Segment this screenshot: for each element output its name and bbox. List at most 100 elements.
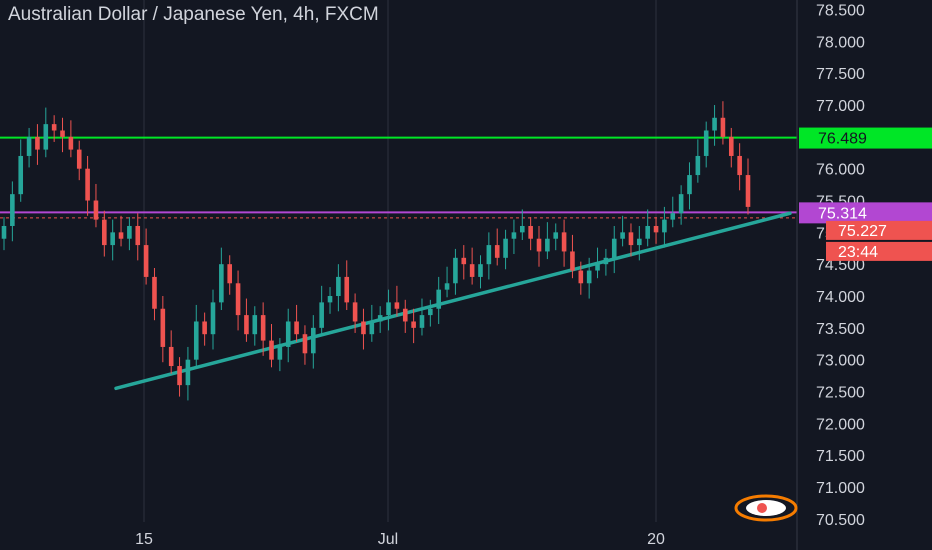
candle-body: [737, 155, 742, 176]
y-tick-label: 74.000: [816, 289, 865, 306]
countdown-tag: [826, 241, 932, 261]
candle-body: [469, 264, 475, 277]
candle-body: [503, 238, 508, 258]
countdown-tag-label: 23:44: [838, 244, 878, 261]
candle-body: [545, 238, 550, 252]
candle-body: [202, 321, 207, 335]
x-tick-label: 15: [135, 531, 153, 548]
candle-body: [185, 359, 191, 386]
candle-body: [645, 225, 650, 239]
candle-body: [93, 200, 99, 220]
candle-body: [294, 321, 299, 335]
candle-body: [377, 315, 383, 322]
candle-body: [235, 283, 241, 316]
candle-body: [35, 136, 40, 150]
y-tick-label: 77.500: [816, 66, 865, 83]
candle-body: [1, 225, 7, 239]
broker-logo-icon[interactable]: [734, 494, 798, 522]
candle-body: [336, 276, 341, 297]
candle-body: [10, 194, 15, 226]
last-price-tag-label: 75.227: [838, 223, 887, 240]
candle-body: [611, 238, 617, 258]
candle-body: [570, 251, 575, 271]
candle-body: [302, 334, 308, 354]
candle-body: [478, 264, 483, 277]
candle-body: [419, 315, 425, 328]
y-tick-label: 73.000: [816, 353, 865, 370]
resistance-tag: [799, 127, 932, 149]
x-tick-label: Jul: [378, 531, 398, 548]
y-tick-label: 74.500: [816, 257, 865, 274]
candle-body: [135, 225, 141, 246]
candle-body: [311, 327, 316, 354]
candle-body: [210, 302, 216, 335]
candle-body: [269, 340, 274, 360]
candle-body: [60, 130, 65, 137]
candle-body: [143, 245, 149, 277]
time-axis: 15 Jul 20: [135, 531, 665, 548]
logo-dot: [757, 503, 767, 513]
candle-body: [85, 168, 90, 201]
last-price-tag: [826, 220, 932, 240]
candle-body: [260, 315, 266, 341]
candle-body: [394, 302, 400, 309]
candle-body: [428, 308, 433, 316]
y-tick-label: 73.500: [816, 321, 865, 338]
candle-body: [352, 302, 358, 322]
candle-body: [653, 225, 659, 233]
candle-body: [18, 155, 24, 195]
candle-body: [168, 346, 174, 367]
candle-body: [553, 232, 559, 239]
candle-body: [244, 315, 249, 335]
price-axis: 78.50078.00077.50077.00076.50076.00075.5…: [796, 0, 865, 550]
candle-body: [637, 238, 642, 246]
candle-body: [68, 136, 74, 150]
candles: [1, 101, 751, 401]
candle-body: [678, 194, 684, 214]
candle-body: [528, 225, 533, 239]
candle-body: [728, 136, 734, 156]
ascending-trendline: [114, 211, 792, 391]
trendline-layer: [114, 211, 792, 391]
candle-body: [277, 346, 283, 360]
candle-body: [327, 296, 333, 303]
candle-body: [703, 130, 709, 156]
candle-body: [695, 155, 701, 176]
candle-body: [344, 276, 350, 303]
y-tick-label: 78.000: [816, 34, 865, 51]
candle-body: [461, 257, 467, 265]
candle-body: [628, 232, 634, 246]
y-tick-label: 71.500: [816, 448, 865, 465]
chart-grid: [143, 0, 657, 522]
x-tick-label: 20: [647, 531, 665, 548]
candle-body: [411, 321, 416, 328]
candle-body: [369, 321, 375, 335]
candle-body: [110, 232, 115, 246]
candle-body: [386, 302, 391, 316]
candle-body: [219, 264, 224, 303]
candle-body: [319, 302, 324, 328]
candle-body: [687, 175, 692, 195]
candle-body: [586, 270, 592, 284]
candle-body: [486, 245, 492, 265]
y-tick-label: 70.500: [816, 512, 865, 529]
support-tag: [799, 202, 932, 224]
candle-body: [662, 219, 667, 233]
candle-body: [603, 257, 609, 265]
candle-body: [494, 245, 500, 258]
y-tick-label: 77.000: [816, 98, 865, 115]
candle-body: [118, 232, 124, 239]
candle-body: [670, 213, 676, 220]
price-levels: [0, 136, 797, 219]
logo-ring-outer: [734, 494, 798, 522]
candle-body: [76, 149, 82, 169]
resistance-tag-label: 76.489: [818, 131, 867, 148]
candle-body: [193, 321, 199, 360]
candle-body: [361, 321, 366, 335]
support-tag-label: 75.314: [818, 205, 867, 222]
candle-body: [712, 117, 717, 131]
candle-body: [453, 257, 458, 284]
chart-title: Australian Dollar / Japanese Yen, 4h, FX…: [8, 4, 379, 25]
